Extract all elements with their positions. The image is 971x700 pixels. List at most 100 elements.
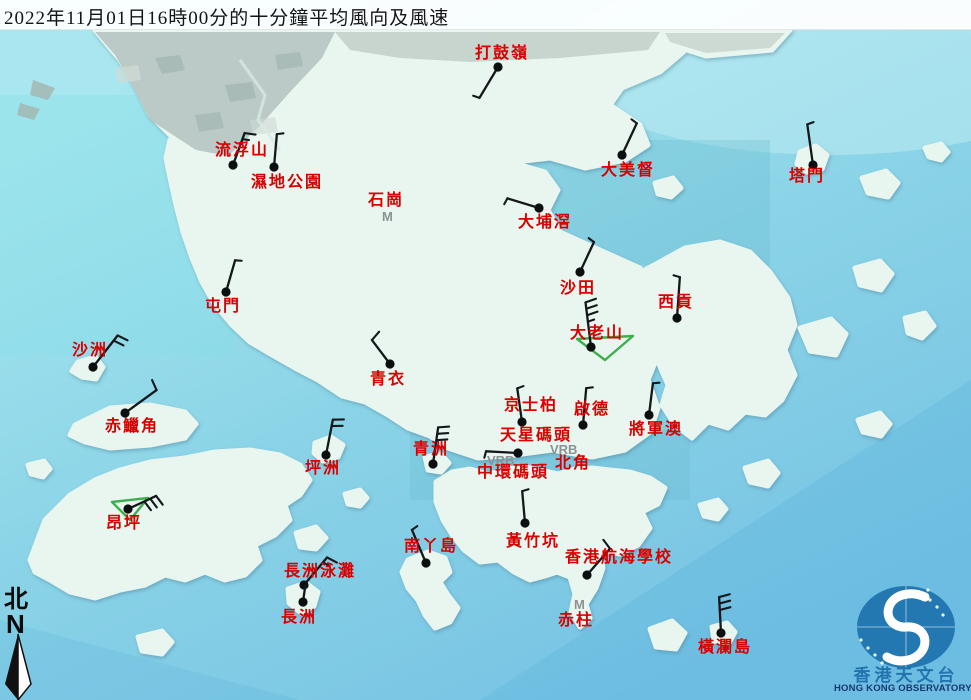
station-dot-chek-lap-kok bbox=[120, 408, 129, 417]
station-dot-wong-chuk-hang bbox=[520, 518, 529, 527]
station-dot-star-ferry-pier bbox=[513, 448, 522, 457]
wind-barb-feather-icon bbox=[327, 557, 337, 562]
station-dot-waglan-island bbox=[716, 628, 725, 637]
station-hk-sea-school bbox=[582, 540, 610, 580]
station-waglan-island bbox=[716, 594, 730, 637]
station-dot-tsing-yi bbox=[385, 359, 394, 368]
wind-barb-feather-icon bbox=[152, 380, 156, 390]
wind-barb-feather-icon bbox=[589, 238, 594, 242]
wind-barb-staff-icon bbox=[517, 388, 522, 422]
station-dot-tseung-kwan-o bbox=[644, 410, 653, 419]
wind-barb-feather-icon bbox=[144, 501, 151, 510]
station-lau-fau-shan bbox=[228, 133, 255, 170]
station-ta-kwu-ling bbox=[473, 62, 502, 97]
wind-barb-feather-icon bbox=[522, 489, 528, 491]
wind-barb-staff-icon bbox=[479, 67, 498, 98]
wind-barb-feather-icon bbox=[438, 427, 449, 428]
station-dot-peng-chau bbox=[321, 450, 330, 459]
wind-barb-feather-icon bbox=[242, 139, 249, 140]
wind-barb-feather-icon bbox=[114, 341, 124, 346]
wind-barb-feather-icon bbox=[118, 335, 128, 340]
station-dot-tai-mei-tuk bbox=[617, 150, 626, 159]
wind-map: 流浮山濕地公園打鼓嶺石崗M大美督塔門大埔滘沙田西貢大老山屯門沙洲赤鱲角青衣青洲京… bbox=[0, 0, 971, 700]
wind-barb-feather-icon bbox=[150, 499, 157, 508]
wind-barb-feather-icon bbox=[245, 133, 256, 135]
wind-barb-feather-icon bbox=[277, 133, 284, 134]
wind-barb-feather-icon bbox=[412, 526, 417, 530]
map-title: 2022年11月01日16時00分的十分鐘平均風向及風速 bbox=[4, 3, 449, 30]
station-dot-ngong-ping bbox=[123, 504, 132, 513]
station-kai-tak bbox=[578, 387, 592, 429]
station-green-island bbox=[428, 427, 449, 469]
wind-barb-staff-icon bbox=[304, 557, 327, 585]
station-tai-mei-tuk bbox=[617, 119, 636, 159]
station-dot-cheung-chau bbox=[298, 597, 307, 606]
station-wong-chuk-hang bbox=[520, 489, 529, 527]
wind-barb-staff-icon bbox=[583, 388, 586, 425]
station-dot-sai-kung bbox=[672, 313, 681, 322]
wind-barb-feather-icon bbox=[156, 496, 163, 505]
wind-barb-feather-icon bbox=[586, 387, 593, 388]
station-wetland-park bbox=[269, 133, 283, 171]
station-dot-ta-kwu-ling bbox=[493, 62, 502, 71]
wind-barb-feather-icon bbox=[484, 451, 486, 457]
compass-north-letter: N bbox=[6, 611, 25, 637]
station-chek-lap-kok bbox=[120, 380, 156, 418]
station-sha-chau bbox=[88, 335, 127, 371]
wind-barb-staff-icon bbox=[587, 549, 610, 575]
station-lamma-island bbox=[412, 526, 431, 568]
station-kings-park bbox=[517, 386, 526, 427]
wind-barb-staff-icon bbox=[507, 198, 539, 208]
station-dot-lau-fau-shan bbox=[228, 160, 237, 169]
wind-barb-feather-icon bbox=[437, 433, 448, 434]
wind-barb-staff-icon bbox=[522, 491, 525, 523]
wind-barb-feather-icon bbox=[587, 312, 597, 316]
station-tates-cairn bbox=[577, 299, 633, 360]
station-dot-wetland-park bbox=[269, 162, 278, 171]
wind-barb-feather-icon bbox=[436, 439, 447, 440]
wind-barb-staff-icon bbox=[412, 530, 426, 563]
station-tai-po-kau bbox=[504, 198, 543, 212]
station-sha-tin bbox=[575, 238, 594, 276]
wind-barb-feather-icon bbox=[719, 594, 730, 597]
wind-barb-staff-icon bbox=[649, 383, 653, 415]
station-sai-kung bbox=[672, 275, 681, 322]
wind-barb-feather-icon bbox=[323, 562, 329, 565]
station-dot-hk-sea-school bbox=[582, 570, 591, 579]
wind-barb-staff-icon bbox=[486, 451, 518, 453]
station-ngong-ping bbox=[112, 496, 163, 520]
triangle-marker-icon bbox=[577, 336, 633, 360]
hko-logo-chinese: 香港天文台 bbox=[845, 667, 967, 684]
wind-barb-staff-icon bbox=[274, 134, 277, 167]
station-dot-sha-tin bbox=[575, 267, 584, 276]
wind-barb-staff-icon bbox=[226, 260, 235, 292]
wind-barb-feather-icon bbox=[632, 119, 637, 123]
wind-barb-feather-icon bbox=[586, 299, 596, 303]
station-dot-tuen-mun bbox=[221, 287, 230, 296]
wind-barb-feather-icon bbox=[588, 320, 594, 322]
station-dot-sha-chau bbox=[88, 362, 97, 371]
wind-barb-feather-icon bbox=[372, 332, 379, 340]
station-dot-tap-mun bbox=[808, 160, 817, 169]
station-dot-lamma-island bbox=[421, 558, 430, 567]
station-tsing-yi bbox=[372, 332, 395, 369]
wind-barb-staff-icon bbox=[807, 124, 813, 165]
station-tseung-kwan-o bbox=[644, 383, 659, 420]
station-dot-kings-park bbox=[517, 417, 526, 426]
wind-barb-staff-icon bbox=[233, 133, 245, 165]
wind-barb-staff-icon bbox=[326, 420, 333, 455]
station-star-ferry-pier bbox=[484, 448, 522, 457]
title-bar: 2022年11月01日16時00分的十分鐘平均風向及風速 bbox=[0, 0, 971, 30]
station-layer bbox=[0, 0, 971, 700]
station-dot-kai-tak bbox=[578, 420, 587, 429]
wind-barb-feather-icon bbox=[473, 96, 479, 98]
wind-barb-staff-icon bbox=[580, 242, 594, 272]
wind-barb-feather-icon bbox=[586, 305, 596, 309]
station-dot-green-island bbox=[428, 459, 437, 468]
wind-barb-feather-icon bbox=[517, 386, 523, 388]
wind-barb-staff-icon bbox=[125, 390, 157, 413]
hko-logo-english: HONG KONG OBSERVATORY bbox=[834, 684, 971, 694]
wind-barb-feather-icon bbox=[719, 601, 730, 604]
station-tuen-mun bbox=[221, 260, 241, 296]
station-dot-tates-cairn bbox=[586, 342, 595, 351]
